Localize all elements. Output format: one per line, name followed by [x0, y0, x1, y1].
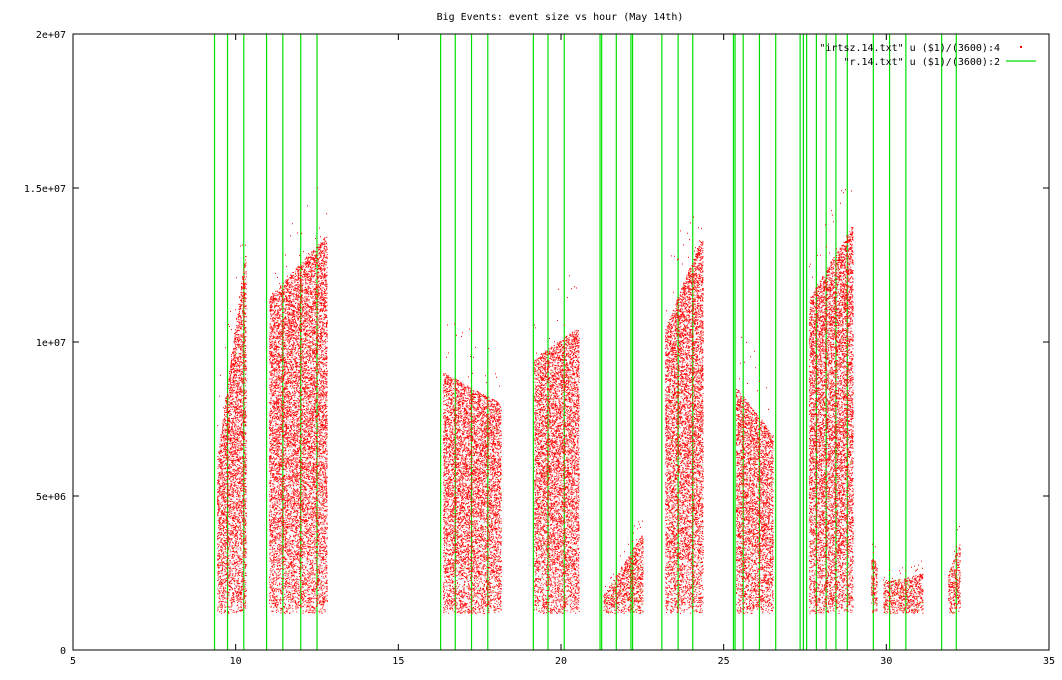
dot-cluster-overlap [737, 429, 774, 601]
dot-cluster [736, 336, 774, 614]
x-tick-label: 20 [555, 656, 567, 667]
x-tick-label: 35 [1043, 656, 1055, 667]
x-tick-label: 25 [718, 656, 730, 667]
x-tick-label: 5 [70, 656, 76, 667]
legend-entry-r: "r.14.txt" u ($1)/(3600):2 [843, 57, 1000, 68]
dot-cluster [871, 543, 878, 614]
dot-cluster-overlap [444, 379, 502, 612]
dot-cluster [443, 323, 502, 614]
y-tick-label: 1.5e+07 [24, 184, 66, 195]
plot-frame [72, 33, 1050, 651]
legend: "irtsz.14.txt" u ($1)/(3600):4 "r.14.txt"… [819, 43, 1036, 68]
dot-cluster [269, 187, 328, 614]
y-tick-label: 5e+06 [36, 492, 66, 503]
axes: 5 10 15 20 25 30 35 0 5e+06 1e+07 1.5e+07 2e+07 [24, 30, 1055, 667]
dot-cluster [603, 520, 644, 614]
x-tick-label: 10 [230, 656, 242, 667]
y-tick-label: 2e+07 [36, 30, 66, 41]
dot-cluster [534, 275, 580, 614]
chart-title: Big Events: event size vs hour (May 14th… [437, 12, 684, 23]
x-tick-label: 15 [392, 656, 404, 667]
legend-entry-irtsz: "irtsz.14.txt" u ($1)/(3600):4 [819, 43, 1000, 54]
y-tick-label: 0 [60, 646, 66, 657]
legend-swatch-irtsz [1020, 46, 1022, 48]
y-tick-label: 1e+07 [36, 338, 66, 349]
dot-cluster [665, 216, 704, 614]
dot-series-layer [217, 187, 961, 615]
dot-cluster [217, 244, 247, 614]
dot-cluster [883, 560, 924, 614]
dot-cluster [809, 189, 854, 615]
dot-cluster-overlap [872, 562, 877, 605]
dot-cluster [948, 526, 961, 614]
x-tick-label: 30 [880, 656, 892, 667]
